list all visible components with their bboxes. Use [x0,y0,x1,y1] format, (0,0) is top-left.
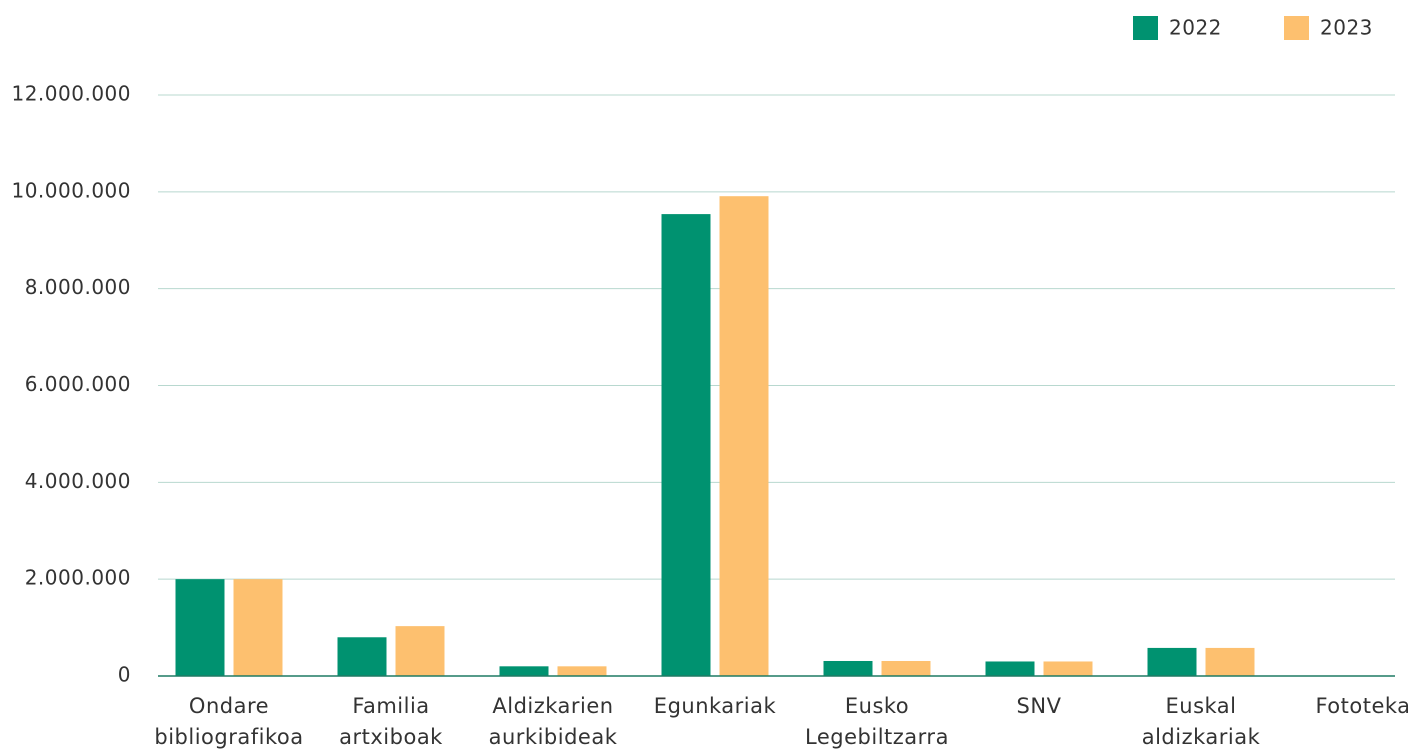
y-tick-label: 4.000.000 [25,469,131,493]
bar [233,579,283,676]
y-tick-label: 12.000.000 [11,82,131,106]
bar [985,661,1035,676]
bar [499,666,549,676]
legend-swatch [1284,16,1309,40]
bar [395,626,445,676]
x-tick-label: bibliografikoa [154,725,303,749]
bar [1043,661,1093,676]
x-tick-label: aldizkariak [1142,725,1261,749]
x-tick-label: Egunkariak [654,694,777,718]
bar [881,660,931,676]
legend-label: 2023 [1320,16,1373,40]
bar [719,196,769,676]
x-tick-label: aurkibideak [489,725,618,749]
bar [823,660,873,676]
x-tick-label: SNV [1017,694,1062,718]
bar [175,579,225,676]
y-tick-label: 0 [118,663,131,687]
x-tick-label: artxiboak [339,725,443,749]
bar [557,666,607,676]
y-tick-label: 6.000.000 [25,372,131,396]
y-tick-label: 10.000.000 [11,178,131,202]
x-tick-label: Euskal [1165,694,1236,718]
x-tick-label: Fototeka [1315,694,1408,718]
x-tick-label: Legebiltzarra [805,725,949,749]
bar [1147,647,1197,676]
legend-swatch [1133,16,1158,40]
x-tick-label: Eusko [845,694,909,718]
x-tick-label: Aldizkarien [492,694,613,718]
bar [661,214,711,677]
bar [1205,647,1255,676]
y-tick-label: 2.000.000 [25,566,131,590]
x-tick-label: Ondare [189,694,269,718]
x-tick-label: Familia [352,694,429,718]
bar [337,637,387,676]
y-tick-label: 8.000.000 [25,275,131,299]
legend-label: 2022 [1169,16,1222,40]
